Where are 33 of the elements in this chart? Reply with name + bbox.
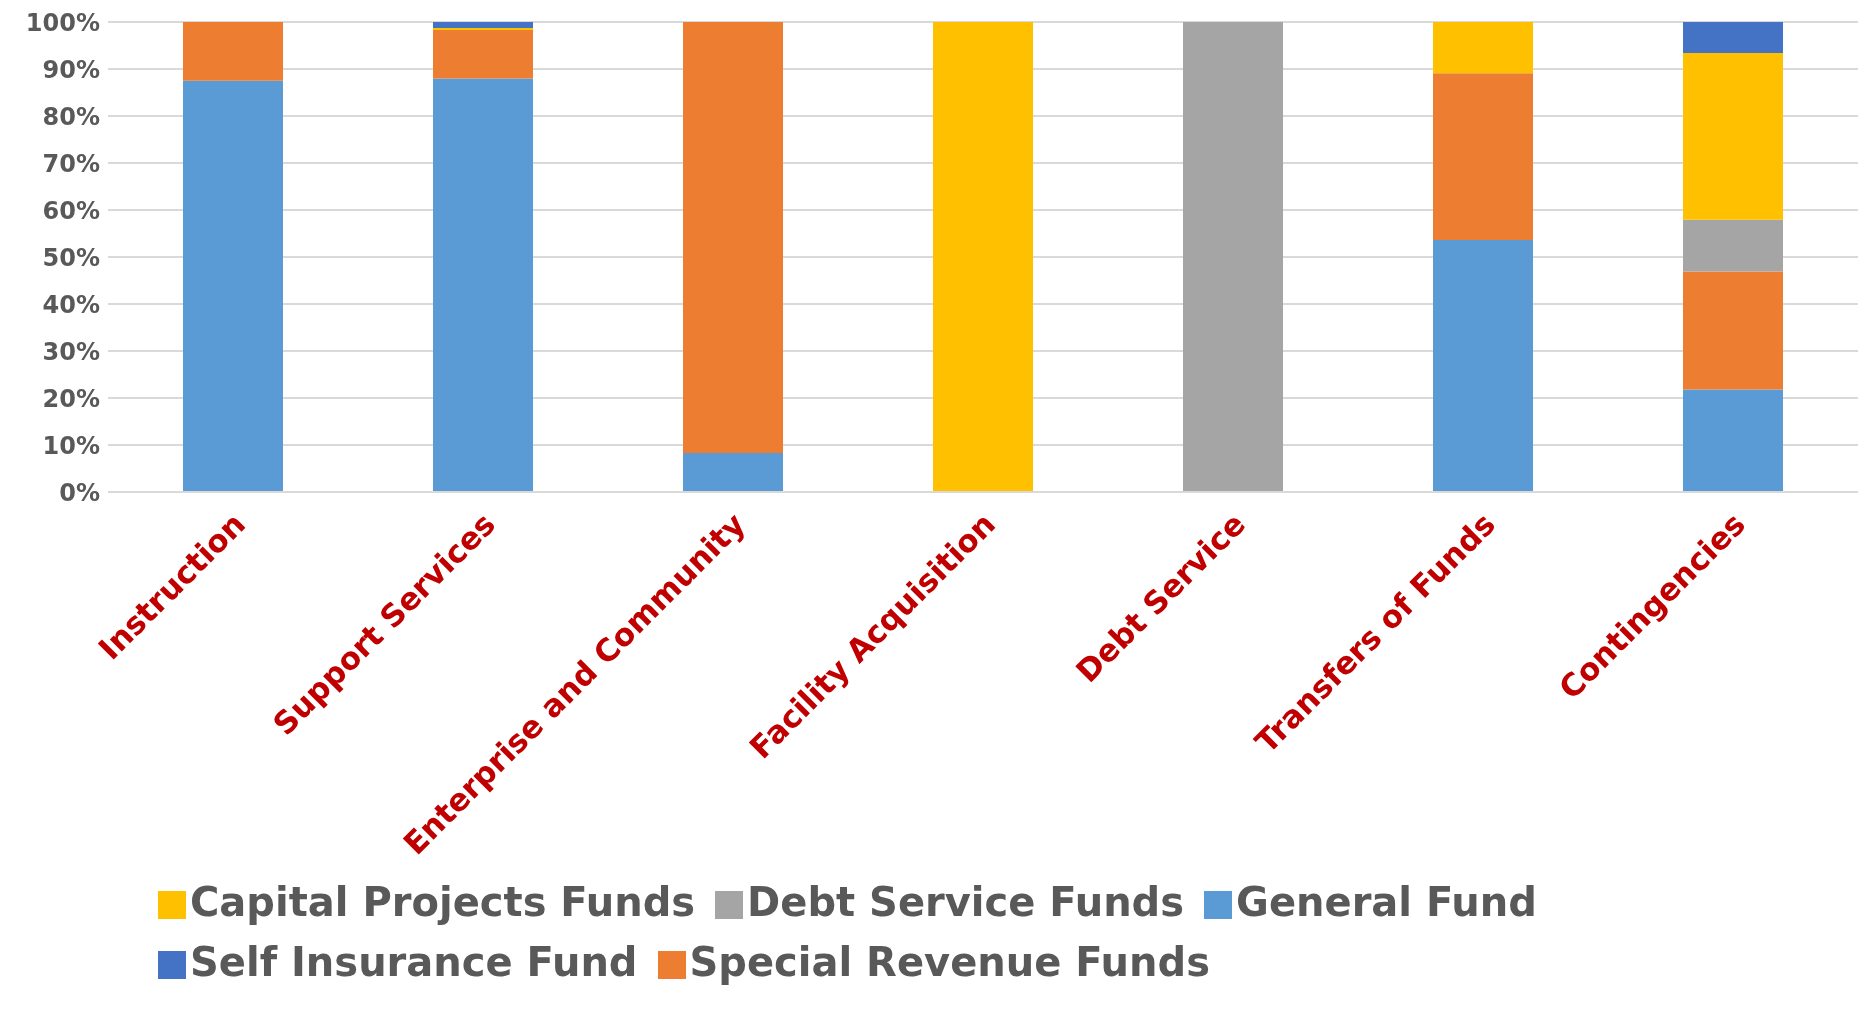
bar (1433, 22, 1533, 74)
legend-label: Special Revenue Funds (689, 939, 1210, 985)
bar (433, 78, 533, 492)
bar (683, 22, 783, 453)
y-tick-label: 70% (42, 149, 100, 178)
y-tick-label: 80% (42, 102, 100, 131)
legend-label: Capital Projects Funds (190, 879, 696, 925)
bar (183, 80, 283, 492)
y-tick-label: 30% (42, 337, 100, 366)
y-tick-label: 90% (42, 55, 100, 84)
bar (1433, 240, 1533, 492)
bar (433, 29, 533, 79)
bar (183, 22, 283, 81)
bar (433, 22, 533, 29)
bar (1683, 219, 1783, 272)
bar (1183, 22, 1283, 492)
y-tick-label: 0% (59, 478, 100, 507)
y-tick-label: 20% (42, 384, 100, 413)
legend-label: Self Insurance Fund (190, 939, 638, 985)
y-tick-label: 60% (42, 196, 100, 225)
bar (1683, 53, 1783, 220)
y-tick-label: 40% (42, 290, 100, 319)
legend-label: Debt Service Funds (747, 879, 1185, 925)
bar (1683, 389, 1783, 492)
legend-label: General Fund (1236, 879, 1537, 925)
bar (683, 452, 783, 492)
bar (933, 22, 1033, 492)
y-tick-label: 100% (25, 8, 100, 37)
y-tick-label: 10% (42, 431, 100, 460)
bar (1683, 22, 1783, 54)
bar (1683, 271, 1783, 390)
bar (1433, 73, 1533, 241)
y-tick-label: 50% (42, 243, 100, 272)
